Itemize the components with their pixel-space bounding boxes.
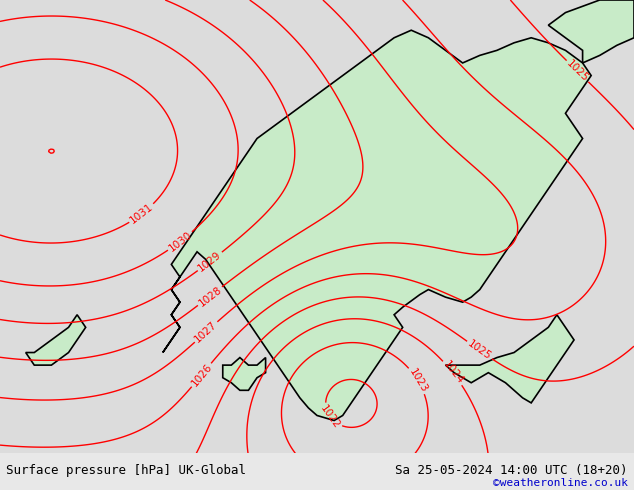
Text: Surface pressure [hPa] UK-Global: Surface pressure [hPa] UK-Global xyxy=(6,465,247,477)
Polygon shape xyxy=(163,30,591,420)
Polygon shape xyxy=(548,0,634,63)
Text: 1031: 1031 xyxy=(128,202,155,226)
Text: 1030: 1030 xyxy=(167,229,194,253)
Text: 1023: 1023 xyxy=(406,367,429,394)
Text: 1028: 1028 xyxy=(197,284,223,308)
Text: 1025: 1025 xyxy=(564,58,590,84)
Polygon shape xyxy=(446,315,574,403)
Text: 1025: 1025 xyxy=(466,339,493,362)
Polygon shape xyxy=(223,358,266,391)
Polygon shape xyxy=(26,315,86,365)
Text: 1027: 1027 xyxy=(193,319,219,344)
Text: 1029: 1029 xyxy=(197,249,223,273)
Text: ©weatheronline.co.uk: ©weatheronline.co.uk xyxy=(493,478,628,488)
Text: Sa 25-05-2024 14:00 UTC (18+20): Sa 25-05-2024 14:00 UTC (18+20) xyxy=(395,465,628,477)
Text: 1022: 1022 xyxy=(318,403,342,431)
Text: 1026: 1026 xyxy=(189,362,214,389)
Text: 1024: 1024 xyxy=(441,360,465,387)
